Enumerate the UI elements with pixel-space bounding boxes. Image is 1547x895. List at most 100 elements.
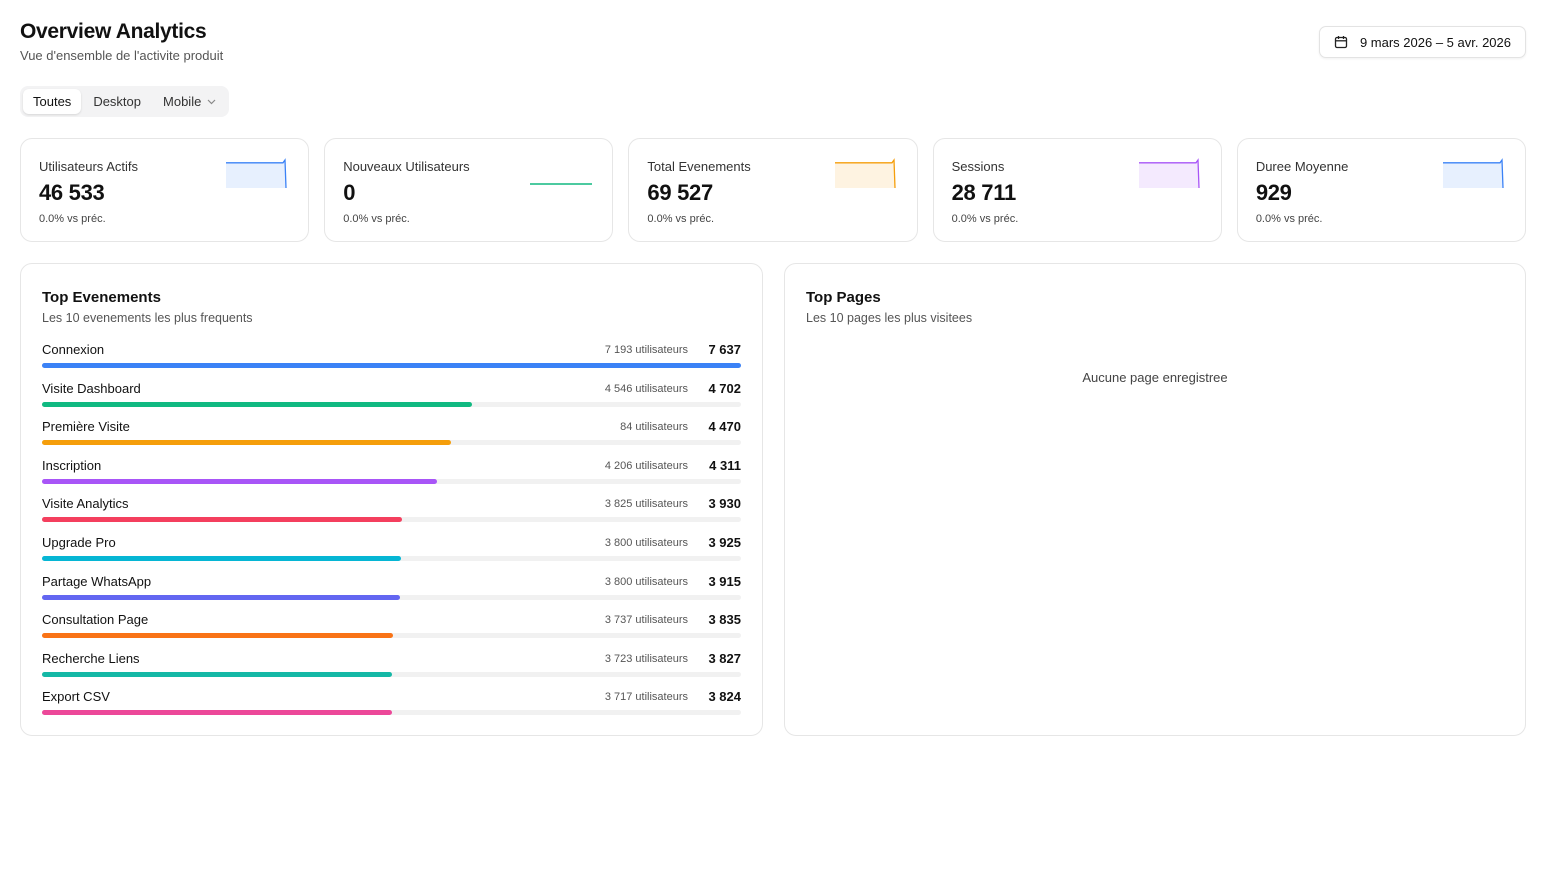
sparkline-area [1443, 160, 1504, 188]
top-events-title: Top Evenements [42, 289, 161, 306]
event-users: 3 800 utilisateurs [604, 575, 688, 588]
event-name: Partage WhatsApp [42, 573, 152, 589]
sparkline-line [834, 158, 896, 189]
event-bar-track [42, 440, 741, 446]
event-count: 3 915 [708, 573, 741, 589]
chevron-down-icon [207, 99, 216, 104]
event-row: Upgrade Pro 3 800 utilisateurs 3 925 [42, 534, 741, 573]
event-bar-track [42, 671, 741, 677]
kpi-sparkline [834, 158, 896, 189]
calendar-icon [1334, 36, 1348, 49]
top-pages-empty-state: Aucune page enregistree [1082, 370, 1228, 385]
date-range-button[interactable]: 9 mars 2026 – 5 avr. 2026 [1318, 26, 1526, 58]
sparkline-area [834, 160, 895, 188]
date-range-label: 9 mars 2026 – 5 avr. 2026 [1359, 34, 1511, 50]
filter-desktop[interactable]: Desktop [93, 94, 142, 109]
event-name: Consultation Page [42, 612, 149, 628]
kpi-label: Duree Moyenne [1255, 159, 1349, 174]
kpi-card: Duree Moyenne 929 0.0% vs préc. [1236, 138, 1527, 242]
filter-toutes[interactable]: Toutes [23, 89, 82, 114]
event-users: 4 206 utilisateurs [604, 459, 688, 472]
kpi-row: Utilisateurs Actifs 46 533 0.0% vs préc. No… [20, 138, 1527, 242]
event-name: Première Visite [42, 419, 130, 435]
kpi-delta: 0.0% vs préc. [39, 213, 106, 225]
event-users: 84 utilisateurs [620, 421, 688, 434]
event-bar-track [42, 478, 741, 484]
filter-mobile[interactable]: Mobile [153, 89, 226, 114]
kpi-delta: 0.0% vs préc. [951, 213, 1019, 225]
top-events-list: Connexion 7 193 utilisateurs 7 637 Visite D… [42, 341, 741, 727]
event-row: Connexion 7 193 utilisateurs 7 637 [42, 341, 741, 380]
kpi-label: Utilisateurs Actifs [39, 159, 138, 174]
event-row: Première Visite 84 utilisateurs 4 470 [42, 418, 741, 457]
kpi-value: 46 533 [39, 180, 105, 205]
sparkline-area [1138, 160, 1199, 188]
kpi-value: 0 [343, 180, 356, 205]
kpi-value: 28 711 [951, 180, 1017, 205]
kpi-delta: 0.0% vs préc. [647, 213, 715, 225]
kpi-sparkline [226, 158, 287, 189]
event-row: Visite Analytics 3 825 utilisateurs 3 930 [42, 495, 741, 534]
sparkline-line [226, 158, 287, 189]
sparkline-line [1138, 158, 1200, 189]
event-bar-fill [42, 440, 452, 446]
event-count: 4 470 [708, 419, 741, 435]
event-row: Partage WhatsApp 3 800 utilisateurs 3 915 [42, 573, 741, 612]
page-subtitle: Vue d'ensemble de l'activite produit [20, 48, 224, 63]
event-users: 3 825 utilisateurs [604, 498, 688, 511]
top-pages-title: Top Pages [806, 289, 881, 306]
event-bar-track [42, 401, 741, 407]
event-bar-fill [42, 401, 473, 407]
event-bar-fill [42, 594, 401, 600]
event-row: Inscription 4 206 utilisateurs 4 311 [42, 457, 741, 496]
event-users: 3 717 utilisateurs [604, 691, 688, 704]
event-row: Consultation Page 3 737 utilisateurs 3 835 [42, 611, 741, 650]
kpi-sparkline [1138, 158, 1200, 189]
kpi-card: Total Evenements 69 527 0.0% vs préc. [628, 138, 918, 242]
event-bar-track [42, 710, 741, 716]
event-count: 7 637 [708, 342, 741, 357]
event-row: Visite Dashboard 4 546 utilisateurs 4 702 [42, 380, 741, 419]
event-users: 3 737 utilisateurs [604, 614, 688, 627]
event-count: 3 827 [708, 650, 741, 666]
event-name: Recherche Liens [42, 650, 140, 666]
event-users: 3 723 utilisateurs [604, 652, 688, 665]
filter-mobile-label: Mobile [163, 94, 202, 109]
kpi-label: Total Evenements [647, 159, 751, 174]
kpi-card: Sessions 28 711 0.0% vs préc. [932, 138, 1222, 242]
event-bar-track [42, 363, 741, 368]
event-bar-track [42, 633, 741, 639]
kpi-label: Sessions [951, 159, 1005, 174]
event-name: Export CSV [42, 689, 110, 705]
event-bar-track [42, 517, 741, 523]
event-name: Visite Analytics [42, 496, 129, 512]
event-bar-fill [42, 633, 394, 639]
kpi-value: 929 [1255, 180, 1292, 205]
event-name: Upgrade Pro [42, 534, 116, 550]
event-users: 4 546 utilisateurs [604, 382, 688, 395]
event-users: 7 193 utilisateurs [604, 344, 688, 356]
event-count: 4 311 [709, 457, 741, 473]
event-name: Connexion [42, 342, 105, 357]
device-filter: Toutes Desktop Mobile [20, 86, 230, 117]
event-name: Inscription [42, 457, 102, 473]
sparkline-area [226, 160, 287, 188]
kpi-card: Utilisateurs Actifs 46 533 0.0% vs préc. [20, 138, 310, 242]
page-header: Overview Analytics Vue d'ensemble de l'a… [20, 20, 223, 63]
kpi-label: Nouveaux Utilisateurs [343, 159, 470, 174]
event-bar-track [42, 594, 741, 600]
kpi-sparkline [530, 183, 593, 185]
event-count: 4 702 [708, 380, 741, 396]
event-bar-fill [42, 363, 741, 368]
event-count: 3 925 [708, 534, 741, 550]
top-events-subtitle: Les 10 evenements les plus frequents [42, 311, 253, 325]
sparkline-line [1443, 158, 1504, 189]
kpi-delta: 0.0% vs préc. [1255, 213, 1323, 225]
event-users: 3 800 utilisateurs [604, 536, 688, 549]
kpi-value: 69 527 [647, 180, 713, 205]
event-bar-fill [42, 671, 393, 677]
event-bar-track [42, 555, 741, 561]
event-bar-fill [42, 478, 437, 484]
kpi-sparkline [1443, 158, 1504, 189]
event-bar-fill [42, 517, 402, 523]
